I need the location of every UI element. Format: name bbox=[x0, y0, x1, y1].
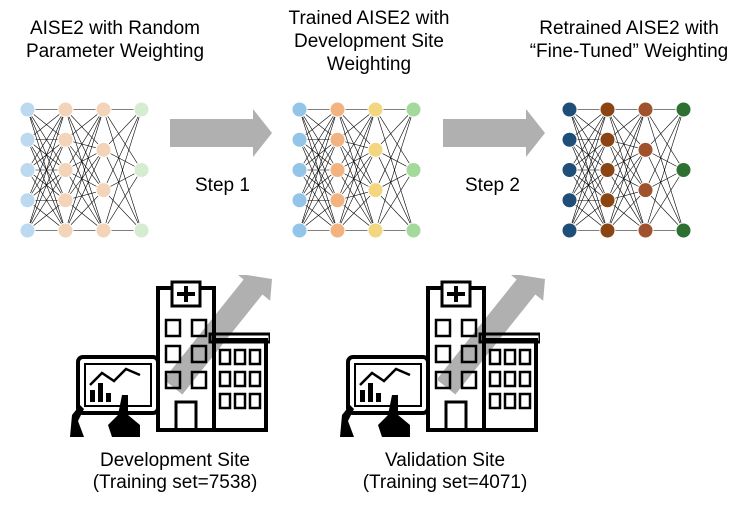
step2-label: Step 2 bbox=[465, 175, 520, 197]
arrow-step1-top-icon bbox=[165, 108, 275, 158]
arrow-step2-top-icon bbox=[438, 108, 548, 158]
validation-site-icon bbox=[340, 280, 540, 440]
title-left-l1: AISE2 with Random bbox=[30, 18, 200, 39]
val-l2: (Training set=4071) bbox=[363, 472, 528, 493]
neural-net-finetuned-icon bbox=[560, 100, 695, 240]
neural-net-trained-icon bbox=[290, 100, 425, 240]
dev-site-label: Development Site (Training set=7538) bbox=[75, 450, 275, 494]
development-site-icon bbox=[70, 280, 270, 440]
val-l1: Validation Site bbox=[385, 450, 505, 471]
title-left: AISE2 with Random Parameter Weighting bbox=[10, 18, 220, 64]
title-mid-l1: Trained AISE2 with bbox=[289, 8, 450, 29]
val-site-label: Validation Site (Training set=4071) bbox=[345, 450, 545, 494]
step1-label: Step 1 bbox=[195, 175, 250, 197]
title-left-l2: Parameter Weighting bbox=[26, 41, 204, 62]
title-right-l2: “Fine-Tuned” Weighting bbox=[530, 41, 729, 62]
dev-l1: Development Site bbox=[100, 450, 250, 471]
neural-net-random-icon bbox=[18, 100, 153, 240]
dev-l2: (Training set=7538) bbox=[93, 472, 258, 493]
title-mid: Trained AISE2 with Development Site Weig… bbox=[264, 8, 474, 76]
title-mid-l3: Weighting bbox=[327, 54, 411, 75]
title-mid-l2: Development Site bbox=[294, 31, 444, 52]
title-right-l1: Retrained AISE2 with bbox=[539, 18, 719, 39]
title-right: Retrained AISE2 with “Fine-Tuned” Weight… bbox=[520, 18, 738, 64]
